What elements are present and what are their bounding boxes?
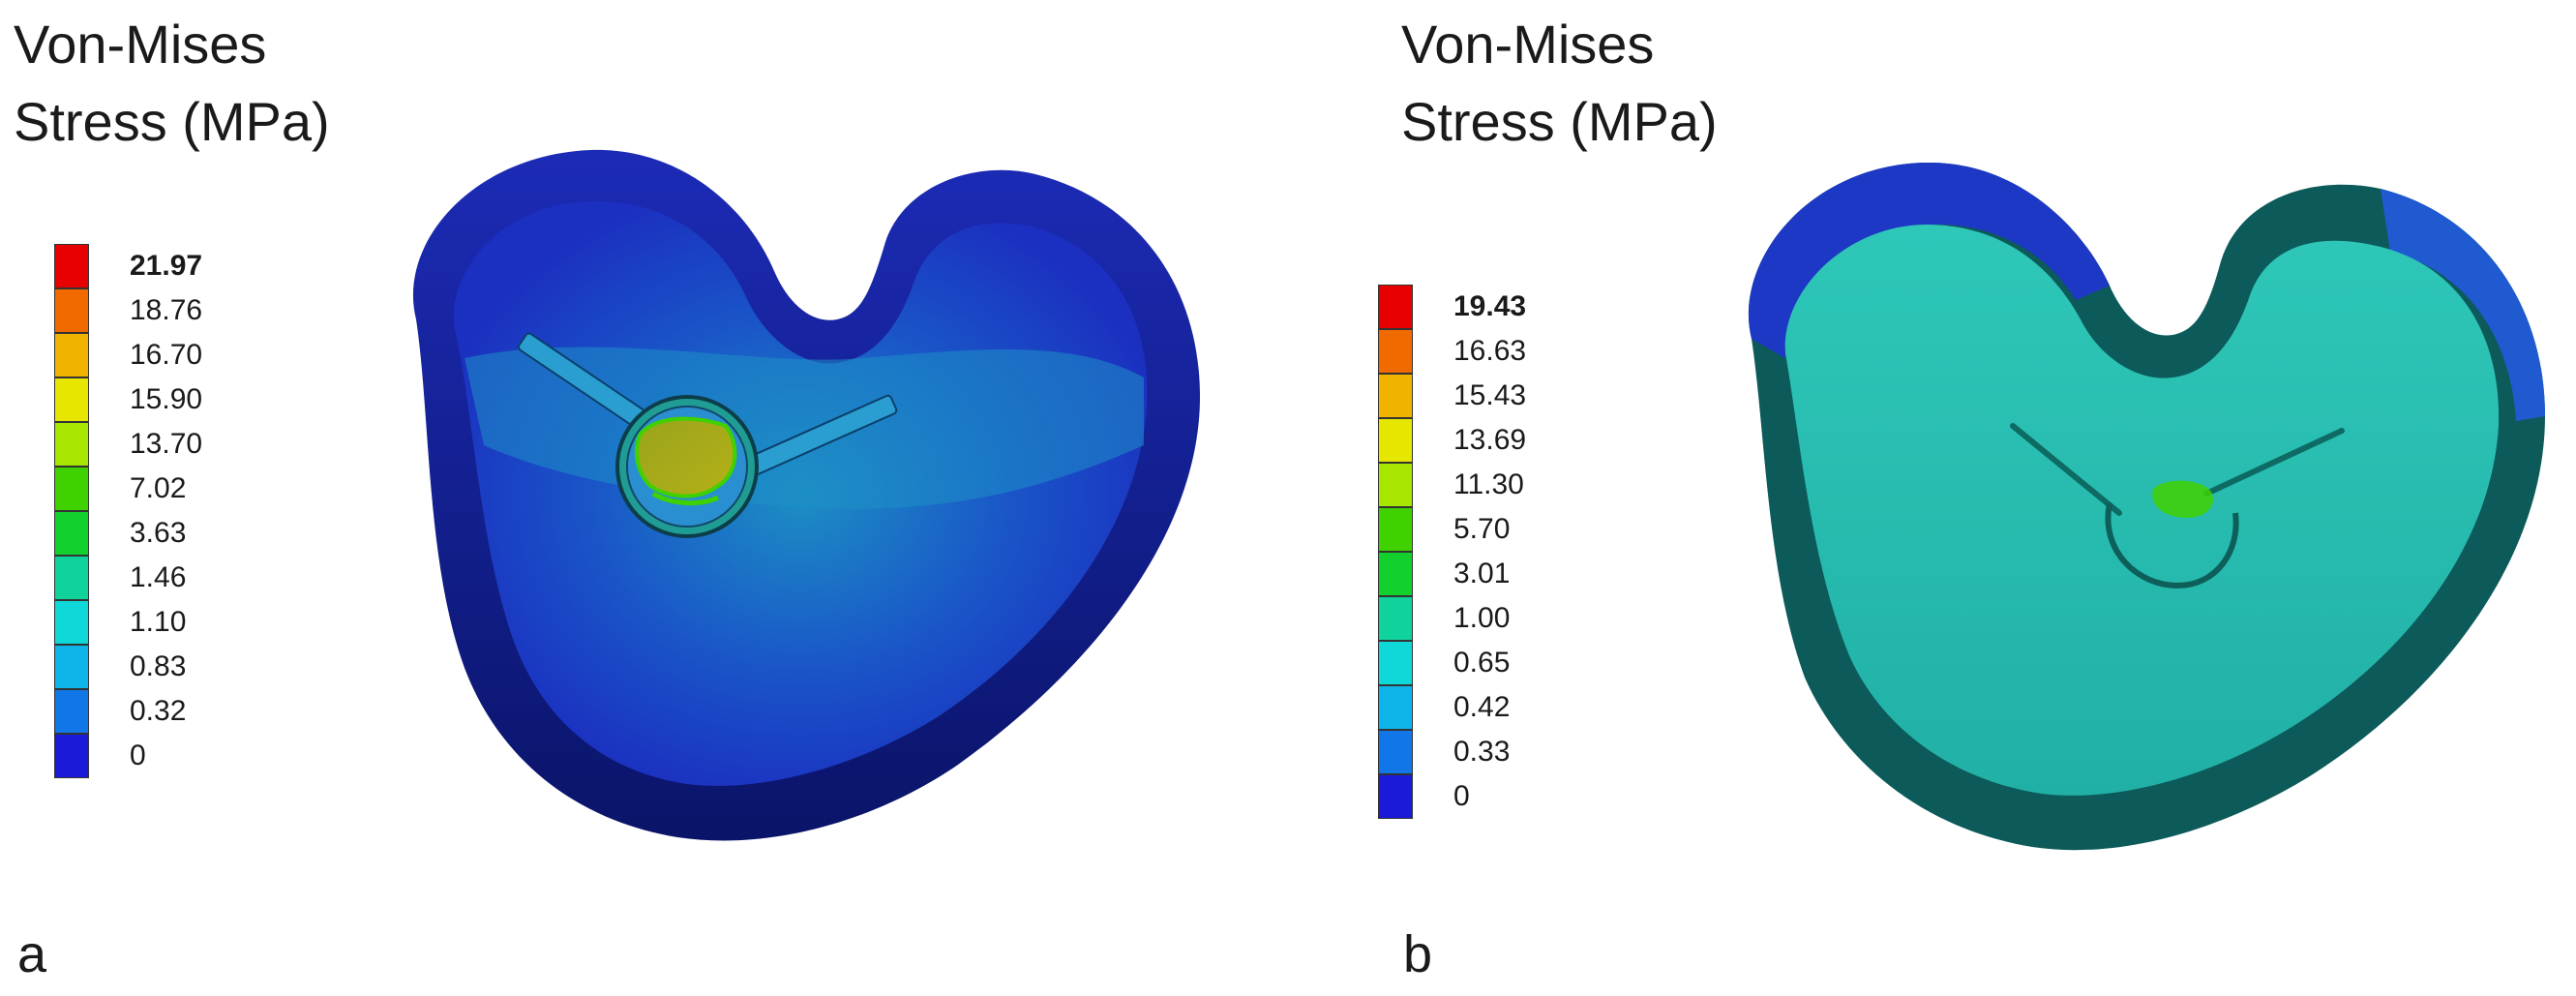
- stress-contour-model-a: [412, 149, 1200, 841]
- colorbar-tick: 16.63: [1453, 335, 1527, 367]
- colorbar-swatch: [1378, 596, 1413, 641]
- stress-contour-model-b: [1748, 162, 2545, 851]
- peak-stress-region: [2152, 480, 2214, 518]
- colorbar-title: Von-Mises Stress (MPa): [1401, 6, 1718, 161]
- colorbar-swatch: [1378, 418, 1413, 463]
- colorbar-swatch: [54, 244, 89, 288]
- colorbar-tick: 13.70: [130, 428, 203, 460]
- colorbar-swatch: [54, 288, 89, 333]
- colorbar-swatch: [1378, 552, 1413, 596]
- colorbar-swatch: [1378, 463, 1413, 507]
- colorbar-tick: 5.70: [1453, 513, 1511, 545]
- colorbar-legend: 19.43 16.63 15.43 13.69 11.30 5.70 3.01 …: [1378, 285, 1630, 819]
- colorbar-swatch: [1378, 507, 1413, 552]
- colorbar-tick: 11.30: [1453, 468, 1524, 500]
- colorbar-tick: 0.83: [130, 650, 187, 682]
- colorbar-swatch: [54, 600, 89, 645]
- title-line-1: Von-Mises: [1401, 14, 1655, 75]
- colorbar-tick: 18.76: [130, 294, 203, 326]
- colorbar-swatch: [1378, 730, 1413, 774]
- colorbar-swatch: [1378, 685, 1413, 730]
- colorbar-swatch: [54, 511, 89, 556]
- fixation-fin-right: [2203, 428, 2345, 497]
- colorbar-tick: 0.33: [1453, 736, 1511, 768]
- colorbar-swatch: [54, 645, 89, 689]
- colorbar-swatch: [54, 734, 89, 778]
- colorbar-swatch: [1378, 374, 1413, 418]
- tray-surface: [1784, 224, 2500, 796]
- colorbar-tick-max: 19.43: [1453, 290, 1527, 322]
- central-peg-ring: [2105, 502, 2239, 589]
- fixation-fin-left: [2010, 423, 2122, 516]
- title-line-1: Von-Mises: [14, 14, 267, 75]
- panel-label-b: b: [1403, 925, 1433, 983]
- colorbar-swatch: [54, 377, 89, 422]
- colorbar-swatch: [1378, 641, 1413, 685]
- title-line-2: Stress (MPa): [14, 91, 330, 152]
- panel-a: Von-Mises Stress (MPa) 21.97 18.76 16.70…: [14, 6, 1200, 983]
- colorbar-swatch: [1378, 329, 1413, 374]
- colorbar-swatch: [1378, 774, 1413, 819]
- colorbar-tick: 16.70: [130, 339, 203, 371]
- low-stress-band-right: [2381, 189, 2545, 421]
- colorbar-swatch: [54, 556, 89, 600]
- colorbar-tick: 0.42: [1453, 691, 1511, 723]
- colorbar-swatch: [54, 689, 89, 734]
- colorbar-tick: 3.01: [1453, 558, 1511, 589]
- colorbar-tick: 13.69: [1453, 424, 1527, 456]
- colorbar-tick: 0.32: [130, 695, 187, 727]
- colorbar-tick: 1.46: [130, 561, 187, 593]
- colorbar-tick: 15.43: [1453, 379, 1527, 411]
- colorbar-tick: 0.65: [1453, 647, 1511, 679]
- colorbar-tick: 1.10: [130, 606, 187, 638]
- colorbar-swatch: [54, 333, 89, 377]
- colorbar-tick: 1.00: [1453, 602, 1511, 634]
- title-line-2: Stress (MPa): [1401, 91, 1718, 152]
- peak-stress-region: [634, 416, 737, 498]
- colorbar-tick: 0: [130, 739, 146, 771]
- colorbar-swatch: [1378, 285, 1413, 329]
- colorbar-tick: 7.02: [130, 472, 187, 504]
- stress-spot: [651, 491, 720, 506]
- colorbar-tick-max: 21.97: [130, 250, 203, 282]
- colorbar-title: Von-Mises Stress (MPa): [14, 6, 330, 161]
- panel-label-a: a: [17, 925, 47, 983]
- colorbar-tick: 0: [1453, 780, 1470, 812]
- colorbar-legend: 21.97 18.76 16.70 15.90 13.70 7.02 3.63 …: [54, 244, 306, 778]
- colorbar-swatch: [54, 467, 89, 511]
- colorbar-swatch: [54, 422, 89, 467]
- panel-b: Von-Mises Stress (MPa) 19.43 16.63 15.43…: [1378, 0, 2576, 996]
- low-stress-band: [1748, 162, 2110, 358]
- colorbar-tick: 15.90: [130, 383, 203, 415]
- colorbar-tick: 3.63: [130, 517, 187, 549]
